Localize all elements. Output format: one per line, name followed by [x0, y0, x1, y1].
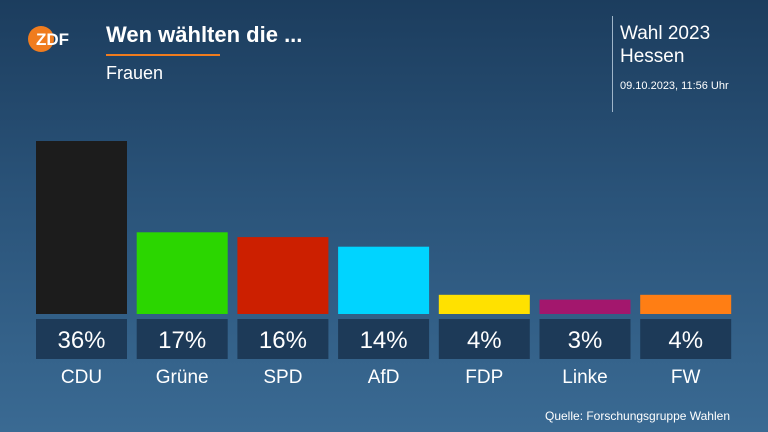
source-note: Quelle: Forschungsgruppe Wahlen — [545, 409, 730, 423]
category-label-linke: Linke — [562, 367, 607, 388]
value-box-cdu — [36, 319, 127, 359]
value-label-linke: 3% — [568, 327, 603, 354]
category-label-cdu: CDU — [61, 367, 102, 388]
value-box-gr-ne — [136, 319, 228, 359]
category-label-afd: AfD — [368, 367, 400, 388]
election-name: Wahl 2023 — [620, 23, 711, 44]
value-box-afd — [338, 319, 430, 359]
logo-text: ZDF — [36, 30, 69, 49]
value-label-gr-ne: 17% — [158, 327, 206, 354]
bar-afd — [338, 246, 430, 314]
value-label-fw: 4% — [668, 327, 703, 354]
value-label-cdu: 36% — [57, 327, 105, 354]
value-box-linke — [539, 319, 631, 359]
value-label-afd: 14% — [360, 327, 408, 354]
category-label-fdp: FDP — [465, 367, 503, 388]
category-label-spd: SPD — [263, 367, 302, 388]
value-label-fdp: 4% — [467, 327, 502, 354]
value-label-spd: 16% — [259, 327, 307, 354]
zdf-logo: ZDF — [28, 26, 69, 52]
bar-spd — [237, 237, 329, 314]
title-underline — [106, 54, 220, 56]
category-label-gr-ne: Grüne — [156, 367, 209, 388]
bar-fdp — [438, 294, 530, 314]
chart-subtitle: Frauen — [106, 63, 164, 83]
value-box-spd — [237, 319, 329, 359]
bar-cdu — [36, 141, 127, 314]
timestamp: 09.10.2023, 11:56 Uhr — [620, 80, 729, 92]
bar-fw — [640, 294, 732, 314]
value-box-fw — [640, 319, 732, 359]
bar-linke — [539, 299, 631, 314]
election-info: Wahl 2023 Hessen — [620, 22, 710, 68]
chart-title: Wen wählten die ... — [106, 22, 303, 47]
election-region: Hessen — [620, 46, 685, 67]
bar-gr-ne — [136, 232, 228, 314]
header-divider — [612, 16, 613, 112]
value-box-fdp — [438, 319, 530, 359]
category-label-fw: FW — [671, 367, 701, 388]
